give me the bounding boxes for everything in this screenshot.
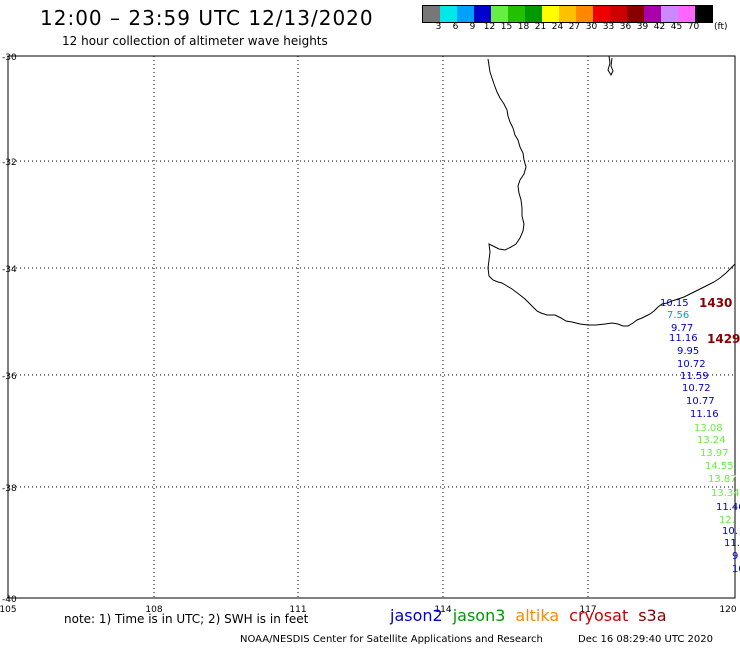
wave-height-value: 10. bbox=[722, 526, 738, 537]
wave-height-observations: 10.157.569.7711.169.9510.7211.5910.7210.… bbox=[660, 296, 740, 575]
footer-generated-time: Dec 16 08:29:40 UTC 2020 bbox=[578, 634, 713, 645]
wave-height-value: 13.08 bbox=[694, 423, 723, 434]
longitude-label: 105 bbox=[0, 605, 17, 615]
color-scale-swatch bbox=[508, 6, 525, 22]
color-scale-swatch bbox=[474, 6, 491, 22]
map-frame bbox=[7, 55, 736, 599]
color-scale-swatch bbox=[593, 6, 610, 22]
color-scale-swatch bbox=[457, 6, 474, 22]
color-scale-label: 9 bbox=[469, 22, 476, 32]
color-scale-label: 6 bbox=[452, 22, 459, 32]
satellite-legend-item: s3a bbox=[638, 606, 667, 625]
wave-height-color-scale bbox=[422, 5, 713, 23]
map-subtitle: 12 hour collection of altimeter wave hei… bbox=[62, 34, 328, 48]
lat-lon-grid bbox=[8, 56, 735, 598]
color-scale-swatch bbox=[627, 6, 644, 22]
wave-height-value: 13.97 bbox=[700, 448, 729, 459]
wave-height-value: 11. bbox=[724, 538, 740, 549]
color-scale-label: 21 bbox=[534, 22, 547, 32]
coastline-islet bbox=[607, 55, 614, 77]
satellite-legend-item: cryosat bbox=[569, 606, 629, 625]
color-scale-swatch bbox=[559, 6, 576, 22]
color-scale-swatch bbox=[576, 6, 593, 22]
color-scale-label: 27 bbox=[568, 22, 581, 32]
color-scale-label: 30 bbox=[585, 22, 598, 32]
wave-height-value: 11.16 bbox=[690, 409, 719, 420]
wave-height-value: 7.56 bbox=[667, 310, 689, 321]
wave-height-value: 9.77 bbox=[671, 323, 693, 334]
wave-height-value: 13.24 bbox=[697, 435, 726, 446]
longitude-label: 111 bbox=[289, 605, 306, 615]
pass-time-label: 1430 bbox=[699, 296, 732, 310]
color-scale-swatch bbox=[644, 6, 661, 22]
color-scale-swatch bbox=[610, 6, 627, 22]
color-scale-swatch bbox=[542, 6, 559, 22]
color-scale-swatch bbox=[678, 6, 695, 22]
pass-time-label: 1429 bbox=[707, 332, 740, 346]
longitude-label: 117 bbox=[579, 605, 596, 615]
color-scale-label: 45 bbox=[670, 22, 683, 32]
color-scale-label: 15 bbox=[500, 22, 513, 32]
satellite-legend-item: altika bbox=[515, 606, 560, 625]
color-scale-label: 24 bbox=[551, 22, 564, 32]
wave-height-value: 11.59 bbox=[680, 371, 709, 382]
wave-height-value: 10.72 bbox=[677, 359, 706, 370]
wave-height-value: 10.72 bbox=[682, 383, 711, 394]
wave-height-value: 10 bbox=[732, 564, 740, 575]
color-scale-unit: (ft) bbox=[714, 22, 728, 32]
satellite-legend: jason2 jason3 altika cryosat s3a bbox=[390, 606, 677, 625]
color-scale-label: 18 bbox=[517, 22, 530, 32]
wave-height-value: 11.46 bbox=[716, 502, 740, 513]
wave-height-value: 9 bbox=[732, 551, 738, 562]
footer-note: note: 1) Time is in UTC; 2) SWH is in fe… bbox=[64, 612, 309, 626]
longitude-label: 108 bbox=[145, 605, 162, 615]
latitude-label: -36 bbox=[2, 372, 17, 382]
satellite-legend-item: jason3 bbox=[452, 606, 506, 625]
color-scale-swatch bbox=[440, 6, 457, 22]
satellite-legend-item: jason2 bbox=[390, 606, 443, 625]
color-scale-labels: 3 6 9 12 15 18 21 24 27 30 33 36 39 42 45 70 bbox=[422, 22, 728, 34]
color-scale-label: 39 bbox=[636, 22, 649, 32]
longitude-label: 120 bbox=[719, 605, 736, 615]
wave-height-value: 10.77 bbox=[686, 396, 715, 407]
color-scale-label: 3 bbox=[435, 22, 442, 32]
color-scale-swatch bbox=[695, 6, 712, 22]
color-scale-swatch bbox=[423, 6, 440, 22]
latitude-label: -38 bbox=[2, 484, 17, 494]
color-scale-swatch bbox=[525, 6, 542, 22]
wave-height-value: 11.16 bbox=[669, 333, 698, 344]
wave-height-value: 13.34 bbox=[711, 488, 740, 499]
color-scale-swatch bbox=[491, 6, 508, 22]
wave-height-value: 10.15 bbox=[660, 298, 689, 309]
latitude-label: -32 bbox=[2, 158, 17, 168]
color-scale-label: 36 bbox=[619, 22, 632, 32]
wave-height-value: 13.87 bbox=[708, 474, 737, 485]
color-scale-label: 42 bbox=[653, 22, 666, 32]
wave-height-value: 12. bbox=[719, 515, 735, 526]
footer-credit: NOAA/NESDIS Center for Satellite Applica… bbox=[240, 634, 543, 645]
coastline-southwest-australia bbox=[487, 58, 736, 327]
longitude-label: 114 bbox=[434, 605, 451, 615]
wave-height-value: 9.95 bbox=[677, 346, 699, 357]
wave-height-value: 14.55 bbox=[705, 461, 734, 472]
latitude-label: -30 bbox=[2, 53, 17, 63]
color-scale-label: 33 bbox=[602, 22, 615, 32]
color-scale-label: 12 bbox=[483, 22, 496, 32]
latitude-label: -34 bbox=[2, 265, 17, 275]
latitude-label: -40 bbox=[2, 595, 17, 605]
color-scale-swatch bbox=[661, 6, 678, 22]
map-title: 12:00 – 23:59 UTC 12/13/2020 bbox=[40, 6, 374, 30]
color-scale-label: 70 bbox=[687, 22, 700, 32]
